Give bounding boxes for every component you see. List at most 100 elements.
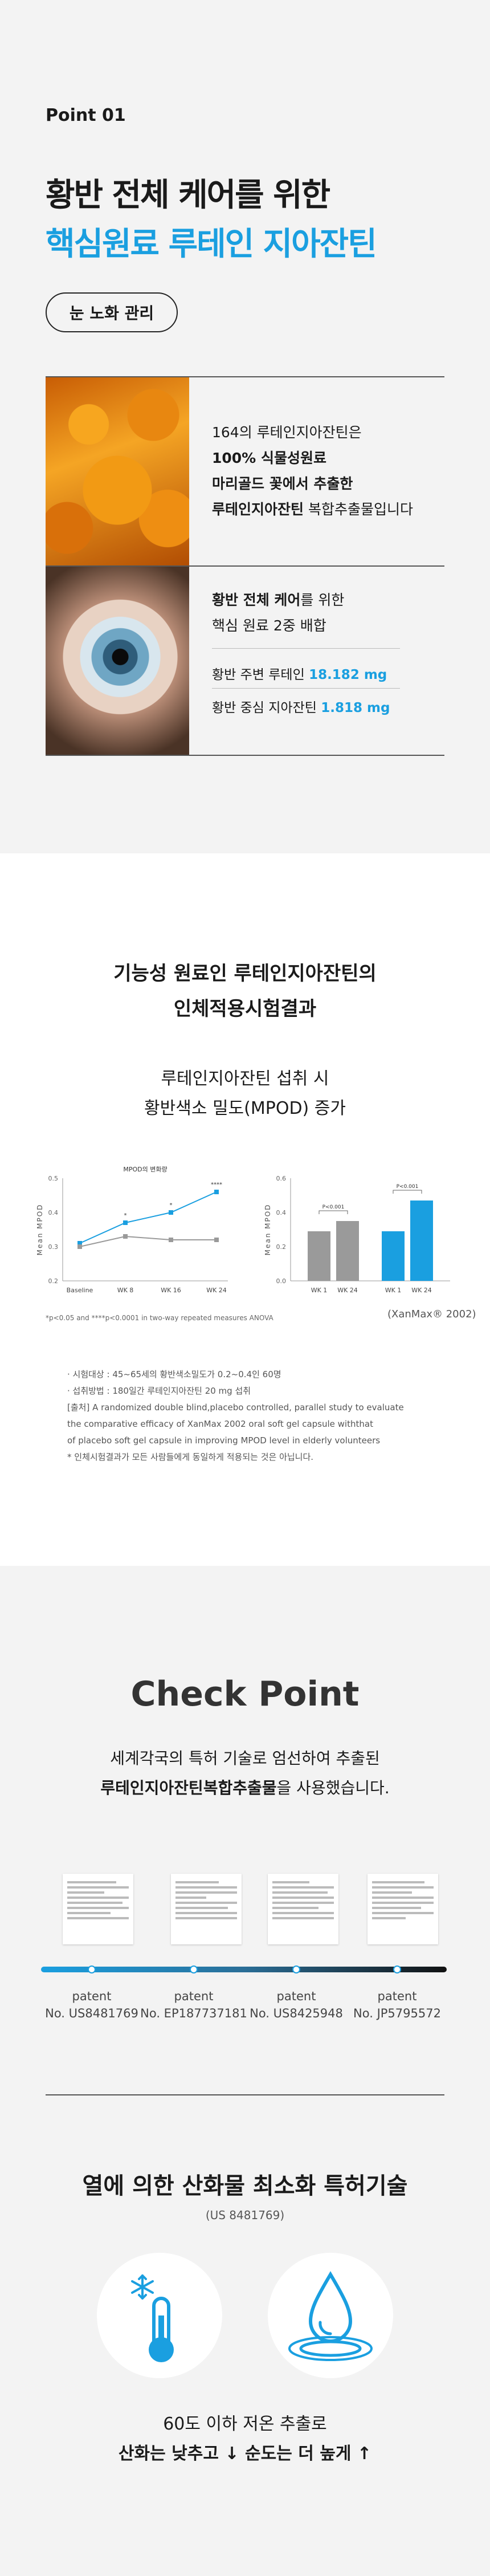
chart-title: MPOD의 변화량: [123, 1166, 167, 1173]
bar: [336, 1221, 359, 1281]
clinical-title: 기능성 원료인 루테인지아잔틴의 인체적용시험결과: [113, 962, 377, 1020]
clinical-subtitle: 루테인지아잔틴 섭취 시 황반색소 밀도(MPOD) 증가: [144, 1069, 346, 1118]
headline: 황반 전체 케어를 위한 핵심원료 루테인 지아잔틴: [46, 171, 377, 269]
low-temp-circle: [97, 2253, 222, 2378]
patent-document-1: [63, 1874, 133, 1944]
x-tick-label: WK 8: [117, 1287, 134, 1294]
clinical-note-5: * 인체시험결과가 모든 사람들에게 동일하게 적용되는 것은 아닙니다.: [67, 1452, 314, 1462]
eye-aging-pill: 눈 노화 관리: [46, 292, 178, 332]
purity-circle: [268, 2253, 393, 2378]
timeline-dot: [393, 1965, 401, 1973]
series-point-0: [214, 1190, 219, 1194]
heat-line-2: 산화는 낮추고 ↓ 순도는 더 높게 ↑: [118, 2444, 372, 2464]
marigold-line-4-rest: 복합추출물입니다: [304, 501, 413, 518]
significance-marker: *: [170, 1202, 173, 1208]
stat-note: *p<0.05 and ****p<0.0001 in two-way repe…: [46, 1314, 273, 1322]
marigold-line-3: 마리골드 꽃에서 추출한: [212, 475, 353, 492]
x-tick-label: WK 24: [411, 1287, 432, 1294]
macula-line-2: 핵심 원료 2중 배합: [212, 617, 326, 634]
mpod-line-chart: 0.2 0.3 0.4 0.5 Baseline WK 8 WK 16 WK 24 MPOD의 …: [36, 1166, 228, 1294]
source-label: (XanMax® 2002): [387, 1308, 476, 1320]
mini-divider: [212, 688, 400, 689]
mini-divider: [212, 648, 400, 649]
y-tick-label: 0.0: [276, 1277, 287, 1285]
y-tick-label: 0.6: [276, 1175, 287, 1182]
ingredient-zeaxanthin-value: 1.818 mg: [321, 701, 390, 715]
point-label: Point 01: [46, 105, 126, 125]
bar: [410, 1200, 433, 1281]
y-tick-label: 0.2: [276, 1243, 287, 1251]
divider: [46, 2094, 444, 2095]
heat-patent-number: (US 8481769): [205, 2208, 285, 2222]
clinical-section: 기능성 원료인 루테인지아잔틴의 인체적용시험결과 루테인지아잔틴 섭취 시 황…: [0, 853, 490, 1566]
point-section: Point 01 황반 전체 케어를 위한 핵심원료 루테인 지아잔틴 눈 노화…: [0, 0, 490, 853]
bar: [308, 1231, 330, 1281]
checkpoint-section: Check Point 세계각국의 특허 기술로 엄선하여 추출된 루테인지아잔…: [0, 1566, 490, 2576]
marigold-text: 164의 루테인지아잔틴은 100% 식물성원료 마리골드 꽃에서 추출한 루테…: [212, 420, 413, 522]
clinical-note-2: [출처] A randomized double blind,placebo c…: [67, 1402, 404, 1413]
series-point-1: [77, 1244, 82, 1249]
headline-line-1: 황반 전체 케어를 위한: [46, 177, 330, 214]
significance-bracket: [318, 1210, 348, 1214]
clinical-note-3: the comparative efficacy of XanMax 2002 …: [67, 1419, 373, 1429]
marigold-image: [46, 377, 189, 565]
divider: [46, 755, 444, 756]
checkpoint-subtitle: 세계각국의 특허 기술로 엄선하여 추출된 루테인지아잔틴복합추출물을 사용했습…: [100, 1749, 390, 1797]
significance-marker: ****: [211, 1182, 222, 1188]
x-tick-label: WK 24: [206, 1287, 227, 1294]
y-tick-label: 0.4: [276, 1209, 287, 1216]
ingredient-zeaxanthin: 황반 중심 지아잔틴 1.818 mg: [212, 701, 390, 715]
patent-document-2: [171, 1874, 242, 1944]
timeline-dot: [292, 1965, 300, 1973]
y-axis-label: Mean MPOD: [264, 1204, 272, 1256]
timeline-dot: [88, 1965, 96, 1973]
marigold-line-4-bold: 루테인지아잔틴: [212, 501, 304, 518]
x-tick-label: WK 24: [337, 1287, 358, 1294]
macula-line-1-rest: 를 위한: [300, 592, 345, 608]
clinical-notes: · 시험대상 : 45~65세의 황반색소밀도가 0.2~0.4인 60명 · 섭…: [67, 1366, 404, 1466]
series-line-0: [79, 1191, 217, 1244]
divider: [46, 565, 444, 567]
patent-label-4: patent No. JP5795572: [353, 1989, 441, 2020]
significance-label: P<0.001: [322, 1204, 345, 1210]
series-point-0: [77, 1241, 82, 1246]
timeline-dot: [190, 1965, 198, 1973]
series-point-0: [123, 1220, 128, 1225]
y-tick-label: 0.4: [48, 1209, 59, 1216]
marigold-line-2: 100% 식물성원료: [212, 450, 326, 466]
significance-marker: *: [124, 1212, 127, 1219]
y-tick-label: 0.5: [48, 1175, 59, 1182]
water-drop-icon: [288, 2271, 373, 2361]
mpod-bar-chart: 0.0 0.2 0.4 0.6 Mean MPOD WK 1 WK 24 WK 1 WK 24 P…: [264, 1175, 450, 1294]
bar: [382, 1231, 405, 1281]
significance-bracket: [393, 1190, 422, 1194]
patent-timeline-bar: [41, 1967, 447, 1972]
snowflake-thermometer-icon: [131, 2274, 174, 2362]
marigold-line-1: 164의 루테인지아잔틴은: [212, 424, 362, 441]
series-point-1: [169, 1238, 173, 1242]
patent-document-3: [268, 1874, 338, 1944]
heat-title: 열에 의한 산화물 최소화 특허기술: [82, 2173, 408, 2199]
ingredient-lutein-value: 18.182 mg: [309, 668, 387, 682]
patent-label-1: patent No. US8481769: [45, 1989, 138, 2020]
eye-image: [46, 567, 189, 755]
x-tick-label: Baseline: [67, 1287, 93, 1294]
y-tick-label: 0.3: [48, 1243, 59, 1251]
macula-line-1-bold: 황반 전체 케어: [212, 592, 301, 608]
patent-document-4: [368, 1874, 438, 1944]
y-axis-label: Mean MPOD: [36, 1204, 44, 1256]
significance-label: P<0.001: [397, 1184, 419, 1190]
ingredient-lutein: 황반 주변 루테인 18.182 mg: [212, 668, 387, 682]
checkpoint-title: Check Point: [130, 1674, 360, 1714]
clinical-note-0: · 시험대상 : 45~65세의 황반색소밀도가 0.2~0.4인 60명: [67, 1369, 281, 1379]
headline-line-2: 핵심원료 루테인 지아잔틴: [46, 226, 377, 263]
series-point-0: [169, 1210, 173, 1215]
heat-line-1: 60도 이하 저온 추출로: [163, 2414, 327, 2434]
clinical-note-4: of placebo soft gel capsule in improving…: [67, 1435, 381, 1446]
macula-text: 황반 전체 케어를 위한 핵심 원료 2중 배합: [212, 587, 344, 638]
divider: [46, 376, 444, 377]
x-tick-label: WK 1: [385, 1287, 402, 1294]
patent-label-2: patent No. EP187737181: [140, 1989, 247, 2020]
y-tick-label: 0.2: [48, 1277, 59, 1285]
